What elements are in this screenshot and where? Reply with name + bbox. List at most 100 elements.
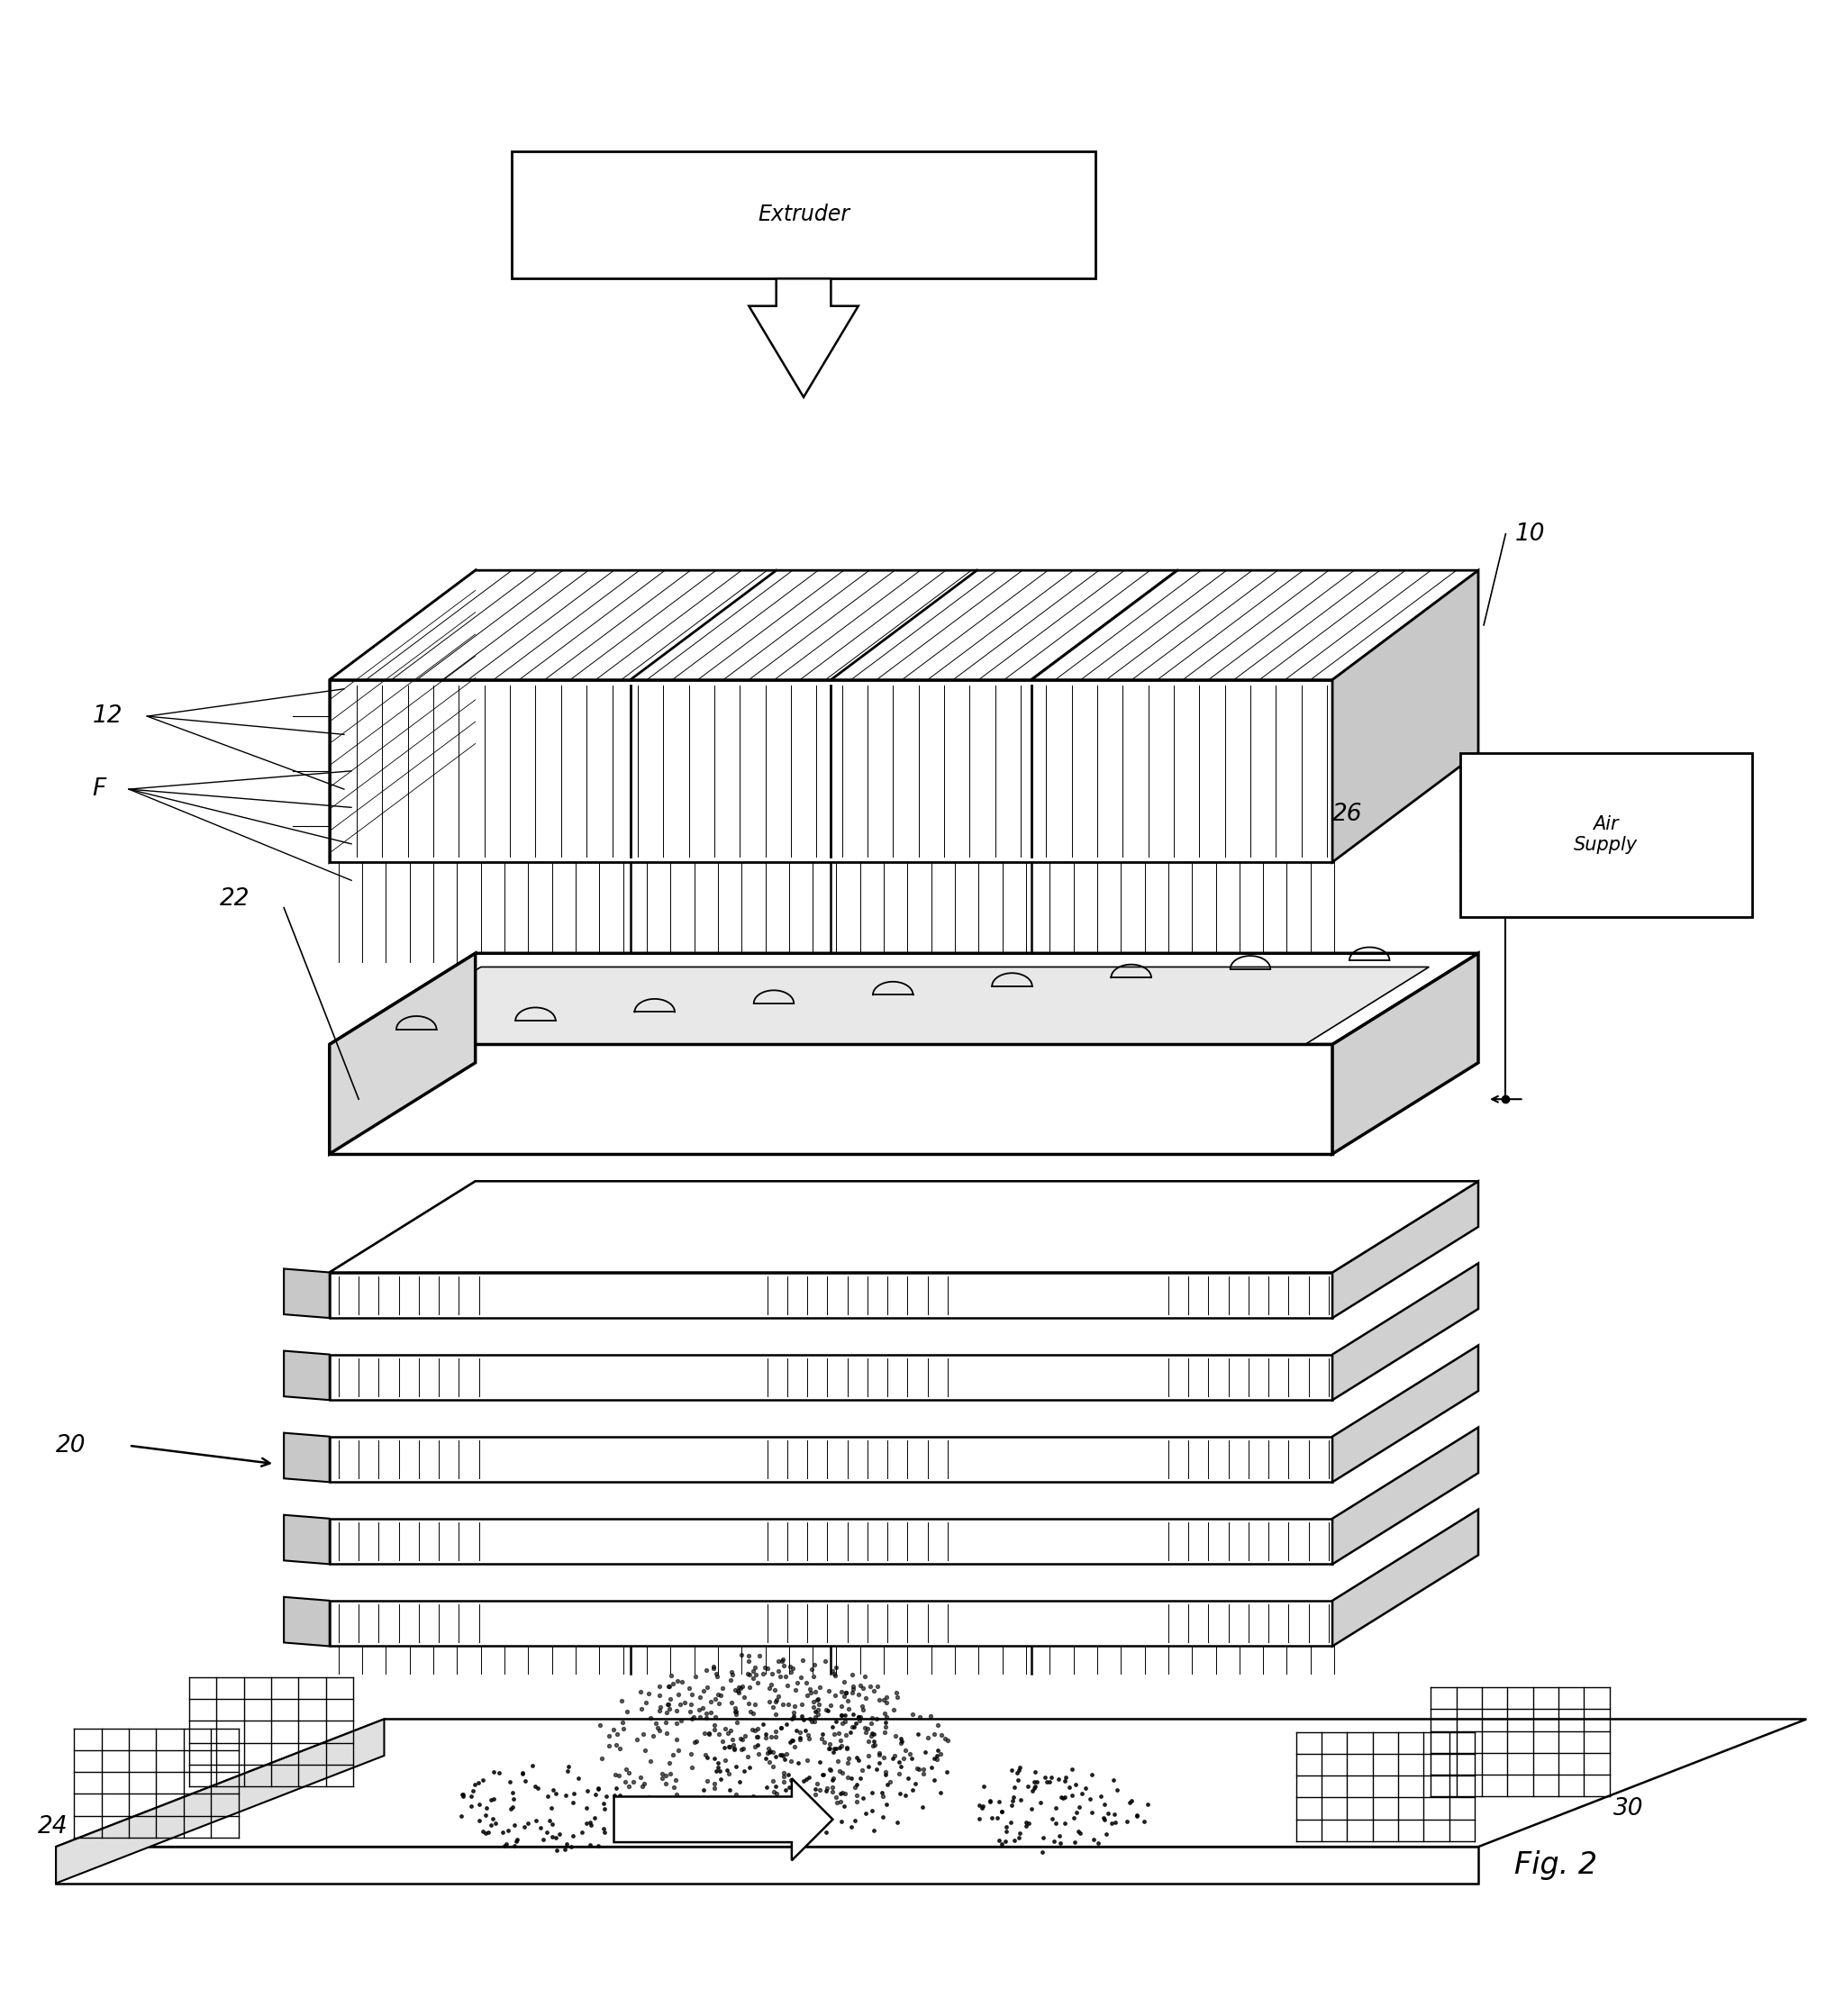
Point xyxy=(1057,1752,1086,1784)
Point xyxy=(992,1810,1021,1843)
Point xyxy=(743,1667,772,1699)
Point xyxy=(639,1720,668,1752)
Point xyxy=(778,1776,807,1808)
Point xyxy=(880,1740,909,1772)
Point xyxy=(582,1829,612,1861)
Point xyxy=(999,1770,1028,1802)
Point xyxy=(736,1695,765,1728)
Point xyxy=(1059,1802,1088,1835)
Point xyxy=(833,1732,862,1764)
Point xyxy=(845,1702,875,1734)
Point xyxy=(1006,1784,1035,1816)
Point xyxy=(604,1760,634,1792)
Point xyxy=(654,1687,683,1720)
Point xyxy=(992,1824,1021,1857)
Point xyxy=(568,1816,597,1849)
Point xyxy=(575,1808,604,1841)
Point xyxy=(690,1738,719,1770)
Point xyxy=(902,1752,931,1784)
Point xyxy=(663,1679,692,1712)
Point xyxy=(1046,1780,1076,1812)
Point xyxy=(827,1699,856,1732)
Point xyxy=(663,1693,692,1726)
Point xyxy=(822,1706,851,1738)
Point xyxy=(926,1738,955,1770)
Point xyxy=(824,1744,853,1776)
Point xyxy=(827,1699,856,1732)
Polygon shape xyxy=(329,679,1333,863)
Point xyxy=(796,1704,825,1736)
Point xyxy=(758,1691,787,1724)
Point xyxy=(677,1752,707,1784)
Polygon shape xyxy=(511,151,1096,278)
Point xyxy=(827,1730,856,1762)
Point xyxy=(771,1774,800,1806)
Point xyxy=(871,1706,900,1738)
Point xyxy=(586,1710,615,1742)
Point xyxy=(926,1776,955,1808)
Point xyxy=(730,1756,760,1788)
Point xyxy=(878,1693,908,1726)
Point xyxy=(663,1665,692,1697)
Point xyxy=(488,1816,517,1849)
Point xyxy=(1092,1818,1121,1851)
Point xyxy=(787,1687,816,1720)
Point xyxy=(608,1788,637,1820)
Point xyxy=(449,1780,478,1812)
Point xyxy=(822,1732,851,1764)
Point xyxy=(738,1655,767,1687)
Point xyxy=(643,1712,672,1744)
Point xyxy=(677,1677,707,1710)
Point xyxy=(811,1645,840,1677)
Polygon shape xyxy=(329,571,1479,679)
Point xyxy=(648,1758,677,1790)
Point xyxy=(924,1710,953,1742)
Point xyxy=(489,1831,519,1863)
Point xyxy=(723,1706,752,1738)
Point xyxy=(800,1691,829,1724)
Point xyxy=(710,1744,740,1776)
Point xyxy=(792,1764,822,1796)
Point xyxy=(743,1712,772,1744)
Point xyxy=(1004,1752,1034,1784)
Point xyxy=(608,1714,637,1746)
Point xyxy=(803,1683,833,1716)
Point xyxy=(559,1820,588,1853)
Point xyxy=(756,1685,785,1718)
Point xyxy=(891,1780,920,1812)
Point xyxy=(802,1699,831,1732)
Point xyxy=(1061,1826,1090,1859)
Point xyxy=(628,1770,657,1802)
Point xyxy=(708,1671,738,1704)
Point xyxy=(719,1794,749,1826)
Point xyxy=(734,1687,763,1720)
Point xyxy=(1077,1796,1107,1829)
Point xyxy=(714,1718,743,1750)
Point xyxy=(703,1661,732,1693)
Point xyxy=(997,1790,1026,1822)
Point xyxy=(882,1675,911,1708)
Point xyxy=(500,1829,530,1861)
Point xyxy=(871,1758,900,1790)
Point xyxy=(800,1772,829,1804)
Point xyxy=(803,1683,833,1716)
Point xyxy=(900,1768,929,1800)
Point xyxy=(473,1816,502,1849)
Point xyxy=(785,1724,814,1756)
Point xyxy=(652,1768,681,1800)
Point xyxy=(626,1675,656,1708)
Point xyxy=(811,1816,840,1849)
Point xyxy=(767,1712,796,1744)
Point xyxy=(782,1673,811,1706)
Point xyxy=(716,1774,745,1806)
Point xyxy=(886,1750,915,1782)
Point xyxy=(719,1691,749,1724)
Text: 20: 20 xyxy=(57,1433,86,1458)
Point xyxy=(813,1695,842,1728)
Point xyxy=(634,1780,663,1812)
Polygon shape xyxy=(1461,752,1751,917)
Point xyxy=(780,1812,809,1845)
Point xyxy=(692,1764,721,1796)
Point xyxy=(745,1639,774,1671)
Point xyxy=(827,1804,856,1837)
